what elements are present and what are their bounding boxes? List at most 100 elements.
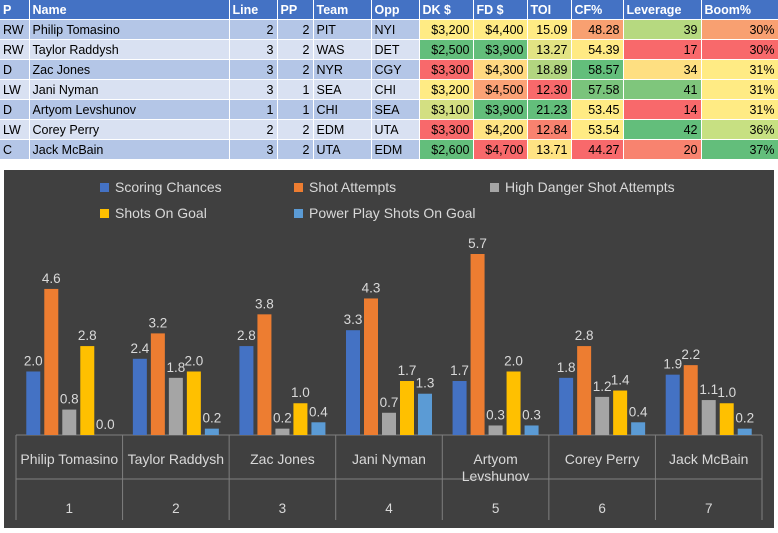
- cell-cf: 58.57: [571, 59, 624, 80]
- data-label-1-0: 2.4: [130, 341, 149, 356]
- bar-6-1: [683, 365, 698, 435]
- cell-line: 2: [229, 19, 278, 40]
- bar-2-4: [311, 422, 326, 435]
- cell-name: Artyom Levshunov: [29, 99, 230, 120]
- header-opp[interactable]: Opp: [371, 0, 420, 20]
- cell-team: CHI: [313, 99, 372, 120]
- header-cf[interactable]: CF%: [571, 0, 624, 20]
- cell-dk: $2,600: [419, 139, 474, 159]
- cell-boom: 30%: [701, 39, 778, 60]
- bar-1-4: [204, 428, 219, 435]
- data-label-3-3: 1.7: [398, 363, 417, 378]
- category-label-6: Jack McBain: [669, 451, 748, 467]
- header-toi[interactable]: TOI: [527, 0, 572, 20]
- category-label-0: Philip Tomasino: [20, 451, 118, 467]
- data-label-3-4: 1.3: [416, 376, 435, 391]
- cell-pos: LW: [0, 79, 30, 100]
- cell-pp: 2: [277, 139, 314, 159]
- bar-4-1: [470, 254, 485, 435]
- legend-swatch-1: [294, 183, 303, 192]
- cell-opp: SEA: [371, 99, 420, 120]
- bar-0-0: [26, 371, 41, 435]
- cell-pos: D: [0, 59, 30, 80]
- cell-cf: 44.27: [571, 139, 624, 159]
- table-body: RW Philip Tomasino 2 2 PIT NYI $3,200 $4,400 15.…: [0, 19, 778, 159]
- bar-6-0: [665, 374, 680, 435]
- header-pos[interactable]: P: [0, 0, 30, 20]
- bar-0-3: [80, 346, 95, 435]
- category-index-4: 5: [492, 501, 500, 516]
- data-label-3-0: 3.3: [344, 312, 363, 327]
- cell-cf: 48.28: [571, 19, 624, 40]
- table-row: LW Jani Nyman 3 1 SEA CHI $3,200 $4,500 12.30 57.…: [0, 79, 778, 100]
- table-row: RW Taylor Raddysh 3 2 WAS DET $2,500 $3,900 13.2…: [0, 39, 778, 60]
- data-label-4-3: 2.0: [504, 353, 523, 368]
- data-label-5-1: 2.8: [575, 328, 594, 343]
- header-leverage[interactable]: Leverage: [623, 0, 702, 20]
- chart-background: [4, 170, 774, 528]
- cell-boom: 37%: [701, 139, 778, 159]
- cell-boom: 31%: [701, 99, 778, 120]
- cell-fd: $4,300: [473, 59, 528, 80]
- bar-1-1: [150, 333, 165, 435]
- cell-toi: 12.30: [527, 79, 572, 100]
- data-label-6-1: 2.2: [681, 347, 700, 362]
- data-label-0-1: 4.6: [42, 271, 61, 286]
- legend-label-0: Scoring Chances: [115, 179, 222, 195]
- category-label-line: Levshunov: [462, 468, 530, 484]
- legend-label-3: Shots On Goal: [115, 205, 207, 221]
- cell-boom: 36%: [701, 119, 778, 140]
- cell-boom: 31%: [701, 59, 778, 80]
- category-label-4: Artyom Levshunov: [462, 451, 530, 484]
- player-stats-table: P Name Line PP Team Opp DK $ FD $ TOI CF% Leverage…: [0, 0, 778, 163]
- cell-boom: 30%: [701, 19, 778, 40]
- header-fd[interactable]: FD $: [473, 0, 528, 20]
- player-stats-chart: Scoring Chances Shot Attempts High Danger …: [0, 170, 778, 528]
- cell-opp: NYI: [371, 19, 420, 40]
- category-label-line: Artyom: [473, 451, 517, 467]
- data-label-2-4: 0.4: [309, 404, 328, 419]
- data-label-2-1: 3.8: [255, 296, 274, 311]
- cell-cf: 53.45: [571, 99, 624, 120]
- bar-3-2: [382, 412, 396, 435]
- cell-pos: C: [0, 139, 30, 159]
- cell-team: WAS: [313, 39, 372, 60]
- category-index-6: 7: [705, 501, 713, 516]
- cell-pos: RW: [0, 39, 30, 60]
- cell-pp: 2: [277, 39, 314, 60]
- header-team[interactable]: Team: [313, 0, 372, 20]
- bar-1-0: [132, 358, 147, 435]
- bar-5-1: [577, 346, 592, 435]
- data-label-5-2: 1.2: [593, 379, 612, 394]
- cell-leverage: 42: [623, 119, 702, 140]
- bar-4-2: [488, 425, 503, 435]
- cell-name: Jack McBain: [29, 139, 230, 159]
- cell-name: Corey Perry: [29, 119, 230, 140]
- header-name[interactable]: Name: [29, 0, 230, 20]
- data-label-5-0: 1.8: [557, 360, 576, 375]
- data-label-2-3: 1.0: [291, 385, 310, 400]
- data-label-4-1: 5.7: [468, 236, 487, 251]
- bar-6-2: [701, 400, 716, 435]
- cell-line: 3: [229, 79, 278, 100]
- bar-2-2: [275, 428, 290, 435]
- header-pp[interactable]: PP: [277, 0, 314, 20]
- cell-opp: CHI: [371, 79, 420, 100]
- table-row: LW Corey Perry 2 2 EDM UTA $3,300 $4,200 12.84 53…: [0, 119, 778, 140]
- cell-team: NYR: [313, 59, 372, 80]
- cell-name: Zac Jones: [29, 59, 230, 80]
- category-index-5: 6: [598, 501, 606, 516]
- category-label-1: Taylor Raddysh: [128, 451, 225, 467]
- header-line[interactable]: Line: [229, 0, 278, 20]
- cell-leverage: 20: [623, 139, 702, 159]
- legend-swatch-4: [294, 209, 303, 218]
- cell-fd: $3,900: [473, 39, 528, 60]
- data-label-0-4: 0.0: [96, 417, 115, 432]
- header-dk[interactable]: DK $: [419, 0, 474, 20]
- category-index-0: 1: [66, 501, 74, 516]
- legend-swatch-3: [100, 209, 109, 218]
- bar-6-4: [737, 428, 752, 435]
- cell-opp: EDM: [371, 139, 420, 159]
- header-boom[interactable]: Boom%: [701, 0, 778, 20]
- cell-cf: 53.54: [571, 119, 624, 140]
